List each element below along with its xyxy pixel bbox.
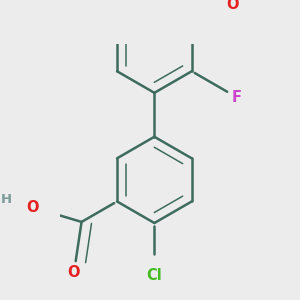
Text: F: F <box>232 90 242 105</box>
Text: Cl: Cl <box>146 268 162 283</box>
Text: O: O <box>226 0 239 12</box>
Text: O: O <box>26 200 39 215</box>
Text: O: O <box>68 265 80 280</box>
Text: H: H <box>1 193 12 206</box>
